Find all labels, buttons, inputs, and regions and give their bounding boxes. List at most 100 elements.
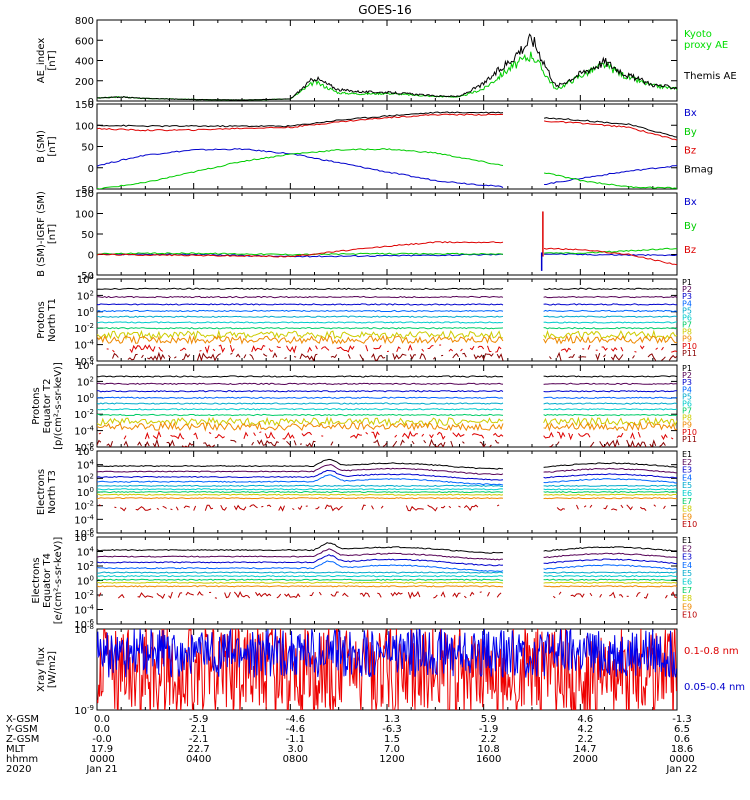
- ephemeris-value: 1600: [476, 754, 501, 765]
- y-tick-label: 10-4: [74, 604, 94, 617]
- y-tick-label: 0: [88, 251, 94, 262]
- channel-e10: [170, 508, 173, 511]
- channel-e5: [543, 484, 677, 487]
- channel-p10: [350, 433, 362, 439]
- channel-e10: [324, 504, 343, 512]
- channel-label: P8: [682, 414, 692, 423]
- ephemeris-value: 0000: [89, 754, 114, 765]
- channel-p10: [436, 431, 446, 440]
- channel-e9: [97, 585, 504, 588]
- legend-entry: Bx: [684, 197, 697, 208]
- channel-e10: [183, 505, 190, 509]
- channel-p11: [549, 356, 552, 360]
- channel-e10: [670, 591, 677, 598]
- channel-p10: [421, 348, 425, 352]
- channel-p10: [578, 433, 591, 438]
- channel-p10: [320, 346, 330, 351]
- ephemeris-value: 5.9: [481, 714, 497, 725]
- y-tick-label: 800: [75, 16, 94, 27]
- channel-label: P1: [682, 278, 692, 287]
- channel-p11: [168, 355, 171, 359]
- y-tick-label: 10-9: [74, 704, 94, 717]
- y-tick-label: 100: [75, 210, 94, 221]
- channel-p5: [543, 315, 677, 318]
- channel-e10: [552, 595, 556, 599]
- x-axis-ephemeris-table: X-GSMY-GSMZ-GSMMLThhmm20200.00.0-0.017.9…: [5, 714, 698, 775]
- channel-p11: [181, 353, 191, 361]
- channel-p11: [556, 441, 560, 445]
- channel-label: E8: [682, 505, 692, 514]
- y-tick-label: 0: [88, 97, 94, 108]
- channel-e10: [440, 591, 446, 598]
- ephemeris-value: 0400: [186, 754, 211, 765]
- ephemeris-value: 0.0: [94, 724, 110, 735]
- channel-e10: [635, 591, 641, 597]
- channel-e10: [342, 592, 349, 598]
- channel-e10: [603, 505, 608, 510]
- channel-e7: [97, 578, 503, 581]
- channel-p3: [97, 390, 504, 393]
- panel-b: -50 0 50 100 150 B (SM) [nT] Bx By Bz Bmag: [36, 100, 713, 196]
- channel-e10: [620, 504, 624, 509]
- ephemeris-value: -1.9: [479, 724, 499, 735]
- channel-p10: [471, 433, 485, 439]
- channel-e10: [618, 594, 624, 598]
- channel-e3: [543, 473, 677, 479]
- channel-e1: [97, 542, 504, 554]
- channel-p3: [543, 303, 677, 306]
- channel-p11: [359, 354, 365, 361]
- channel-label: E3: [682, 553, 692, 562]
- channel-p10: [655, 347, 659, 350]
- channel-p11: [450, 440, 454, 447]
- y-axis-label-line: Equator T4: [42, 553, 53, 608]
- plot-area: [97, 111, 677, 189]
- channel-p10: [282, 431, 295, 440]
- y-axis-label-line: Electrons: [36, 469, 47, 515]
- channel-p10: [394, 434, 398, 438]
- channel-p2: [543, 295, 677, 299]
- legend-entry: Bmag: [684, 164, 713, 175]
- y-tick-label: 104: [77, 273, 95, 286]
- channel-label: P9: [682, 421, 692, 430]
- channel-p10: [264, 431, 276, 440]
- legend-entry: By: [684, 221, 697, 232]
- channel-p11: [452, 352, 459, 359]
- legend-entry: Kyoto: [684, 29, 712, 40]
- channel-e10: [496, 504, 500, 507]
- y-axis-label-line: Electrons: [31, 557, 42, 603]
- channel-p1: [97, 287, 504, 291]
- channel-p10: [98, 432, 102, 435]
- y-tick-label: 104: [77, 546, 95, 559]
- legend-entry: Bz: [684, 245, 696, 256]
- y-axis-label: Protons Equator T2 [p/(cm²-s-sr-keV)]: [31, 362, 64, 450]
- ephemeris-row-label: hhmm: [6, 754, 38, 765]
- channel-p1: [97, 375, 504, 378]
- channel-p10: [448, 348, 454, 352]
- y-tick-label: 10-8: [74, 623, 94, 636]
- y-tick-label: 102: [77, 289, 94, 302]
- channel-p10: [301, 431, 312, 437]
- channel-p10: [193, 432, 198, 440]
- channel-label: E5: [682, 569, 692, 578]
- channel-e10: [177, 592, 183, 598]
- channel-e2: [97, 463, 504, 476]
- channel-p11: [249, 353, 255, 360]
- channel-e6: [543, 488, 677, 491]
- y-axis-label: Electrons Equator T4 [e/(cm²-s-sr-keV)]: [31, 537, 64, 625]
- channel-p11: [286, 440, 291, 446]
- channel-p10: [315, 345, 318, 350]
- channel-p5: [97, 315, 504, 318]
- channel-p10: [179, 347, 187, 351]
- y-axis-label: Protons North T1: [36, 298, 58, 342]
- ephemeris-value: Jan 21: [85, 764, 117, 775]
- channel-p11: [626, 439, 647, 447]
- channel-p10: [307, 346, 313, 353]
- series-bx: [544, 165, 677, 185]
- channel-e9: [543, 585, 677, 588]
- ephemeris-value: 3.0: [287, 744, 303, 755]
- channel-e10: [377, 592, 382, 598]
- channel-e10: [433, 594, 438, 599]
- channel-p11: [197, 352, 221, 361]
- y-axis-label-line: [nT]: [47, 50, 58, 70]
